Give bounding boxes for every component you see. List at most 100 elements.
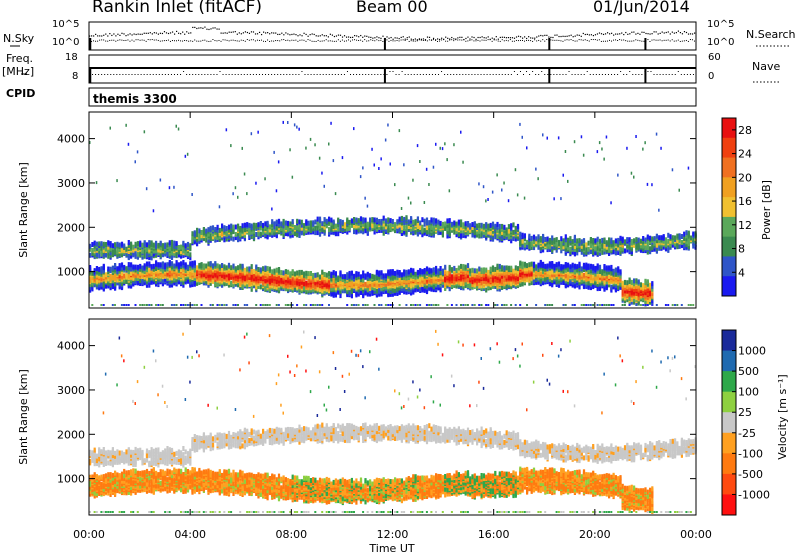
heatmap-cell: [177, 262, 180, 268]
heatmap-cell: [184, 304, 187, 306]
nsky-point: [169, 32, 172, 34]
heatmap-cell: [519, 237, 522, 243]
heatmap-cell: [416, 231, 419, 237]
heatmap-cell: [184, 268, 187, 273]
heatmap-cell: [567, 269, 570, 275]
nsearch-point: [184, 39, 186, 41]
nsky-point: [220, 32, 222, 34]
heatmap-cell: [209, 261, 212, 267]
heatmap-cell: [312, 273, 315, 278]
heatmap-cell: [414, 304, 417, 306]
nsearch-point: [135, 39, 137, 41]
nave-point: [167, 74, 169, 75]
heatmap-cell: [478, 276, 481, 282]
heatmap-cell: [428, 220, 431, 226]
heatmap-cell: [491, 221, 495, 227]
nsky-point: [186, 31, 188, 33]
heatmap-cell: [337, 231, 340, 237]
nsky-point: [155, 32, 157, 34]
heatmap-cell: [200, 230, 203, 235]
nave-point: [665, 74, 667, 75]
heatmap-cell: [530, 265, 533, 271]
heatmap-cell: [460, 272, 463, 278]
freq-label: Freq.: [6, 52, 34, 65]
nsky-point: [222, 32, 224, 34]
heatmap-cell: [216, 227, 219, 233]
heatmap-cell: [457, 231, 460, 237]
nsearch-point: [208, 40, 210, 42]
heatmap-cell: [380, 157, 382, 161]
heatmap-cell: [127, 240, 130, 245]
heatmap-cell: [414, 219, 417, 225]
nsearch-point: [238, 40, 240, 42]
heatmap-cell: [180, 249, 183, 255]
heatmap-cell: [480, 279, 483, 284]
heatmap-cell: [328, 216, 331, 222]
nsky-point: [335, 35, 338, 37]
nave-point: [623, 74, 625, 75]
heatmap-cell: [239, 267, 242, 273]
nsky-point: [263, 31, 265, 33]
heatmap-cell: [375, 226, 378, 232]
heatmap-cell: [521, 279, 524, 285]
heatmap-cell: [230, 223, 233, 229]
heatmap-cell: [469, 223, 472, 229]
heatmap-cell: [503, 276, 506, 282]
nsky-point: [517, 35, 520, 37]
nsearch-point: [309, 39, 311, 41]
heatmap-cell: [389, 162, 391, 166]
nsky-point: [218, 28, 220, 30]
heatmap-cell: [519, 304, 522, 306]
nsky-point: [394, 37, 396, 39]
heatmap-cell: [473, 221, 476, 227]
nave-point: [562, 74, 564, 75]
heatmap-cell: [382, 215, 385, 221]
heatmap-cell: [114, 246, 117, 252]
heatmap-cell: [441, 147, 444, 151]
nsky-point: [192, 26, 194, 29]
heatmap-cell: [293, 231, 297, 237]
heatmap-cell: [268, 227, 271, 233]
heatmap-cell: [328, 227, 331, 233]
nave-point: [152, 74, 154, 75]
heatmap-cell: [498, 263, 501, 269]
heatmap-cell: [364, 223, 367, 229]
heatmap-cell: [471, 232, 474, 238]
heatmap-cell: [262, 273, 265, 279]
heatmap-cell: [109, 250, 112, 256]
heatmap-cell: [403, 282, 406, 288]
nave-point: [404, 74, 406, 75]
nsearch-point: [469, 39, 471, 41]
nsky-point: [311, 33, 313, 35]
heatmap-cell: [145, 304, 148, 306]
heatmap-cell: [455, 221, 458, 227]
heatmap-cell: [107, 269, 110, 275]
nsky-point: [285, 32, 287, 34]
heatmap-cell: [421, 232, 424, 238]
nave-point: [480, 74, 482, 75]
heatmap-cell: [394, 225, 397, 231]
heatmap-cell: [314, 288, 317, 294]
nsky-point: [121, 32, 123, 34]
heatmap-cell: [277, 160, 280, 164]
heatmap-cell: [375, 269, 378, 275]
heatmap-cell: [380, 304, 383, 306]
heatmap-cell: [255, 222, 258, 228]
nave-point: [328, 74, 330, 75]
heatmap-cell: [193, 260, 196, 266]
nsky-point: [214, 27, 216, 29]
nave-point: [265, 74, 267, 75]
heatmap-cell: [564, 234, 567, 240]
heatmap-cell: [482, 185, 485, 189]
nave-point: [671, 74, 673, 75]
nsky-point: [534, 37, 536, 39]
heatmap-cell: [161, 277, 164, 282]
heatmap-cell: [152, 266, 155, 272]
heatmap-cell: [116, 241, 119, 247]
heatmap-cell: [428, 281, 431, 287]
heatmap-cell: [273, 224, 276, 230]
nsearch-point: [291, 39, 293, 41]
heatmap-cell: [535, 239, 538, 245]
nave-point: [170, 74, 172, 75]
nsky-point: [141, 33, 143, 35]
